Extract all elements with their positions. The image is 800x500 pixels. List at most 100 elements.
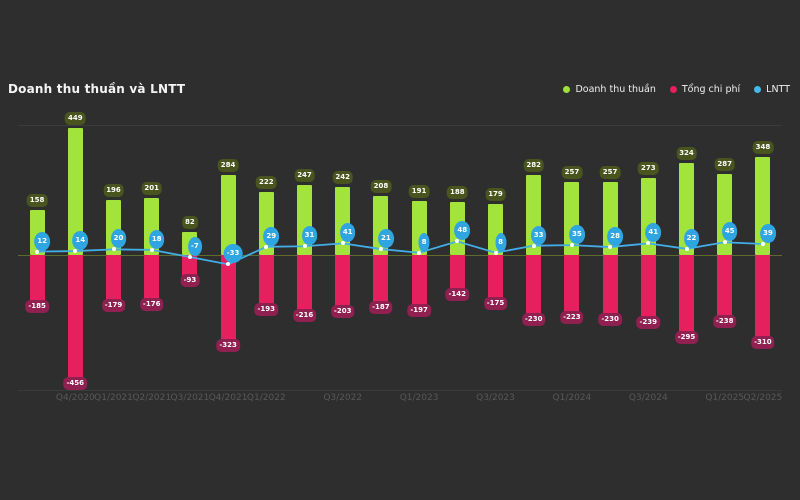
lntt-value-label: 29 [263, 226, 280, 246]
revenue-value-label: 257 [599, 166, 621, 180]
legend-item-1[interactable]: Doanh thu thuần [563, 84, 656, 95]
cost-value-label: -179 [101, 298, 126, 312]
legend-item-2[interactable]: Tổng chi phí [669, 84, 741, 95]
cost-value-label: -323 [216, 339, 240, 353]
cost-value-label: -230 [598, 313, 622, 327]
lntt-point[interactable] [684, 246, 689, 251]
cost-bar[interactable] [602, 255, 618, 321]
cost-bar[interactable] [335, 255, 351, 313]
lntt-point[interactable] [187, 254, 192, 259]
legend-item-3[interactable]: LNTT [754, 84, 790, 95]
cost-bar[interactable] [29, 255, 45, 308]
cost-bar[interactable] [67, 255, 83, 384]
x-tick-label: Q1/2021 [94, 393, 133, 403]
cost-value-label: -185 [25, 300, 49, 314]
lntt-value-label: 45 [721, 222, 738, 242]
revenue-value-label: 242 [332, 170, 353, 184]
lntt-value-label: 33 [530, 225, 547, 245]
cost-bar[interactable] [755, 255, 771, 343]
lntt-point[interactable] [149, 247, 154, 252]
lntt-point[interactable] [417, 250, 422, 255]
revenue-value-label: 201 [141, 182, 162, 196]
x-tick-label: Q2/2025 [743, 393, 783, 403]
cost-value-label: -187 [369, 300, 393, 314]
cost-bar[interactable] [640, 255, 656, 323]
cost-value-label: -193 [254, 302, 279, 316]
cost-bar[interactable] [297, 255, 312, 317]
x-tick-label: Q4/2020 [55, 393, 95, 403]
cost-value-label: -93 [180, 274, 200, 288]
cost-value-label: -295 [674, 331, 699, 345]
x-tick-label: Q1/2024 [552, 393, 592, 403]
revenue-value-label: 188 [446, 185, 468, 199]
lntt-point[interactable] [569, 243, 574, 248]
cost-value-label: -197 [407, 303, 431, 317]
cost-bar[interactable] [679, 255, 694, 339]
revenue-value-label: 222 [255, 176, 277, 190]
revenue-bar[interactable] [67, 128, 83, 255]
lntt-point[interactable] [531, 243, 536, 248]
cost-bar[interactable] [258, 255, 274, 310]
cost-bar[interactable] [106, 255, 121, 306]
lntt-value-label: -33 [223, 244, 243, 264]
x-tick-label: Q3/2021 [170, 393, 210, 403]
cost-value-label: -175 [483, 297, 508, 311]
lntt-point[interactable] [493, 250, 498, 255]
legend-label: LNTT [766, 84, 790, 95]
lntt-value-label: 21 [378, 229, 394, 249]
lntt-point[interactable] [111, 247, 116, 252]
revenue-value-label: 449 [64, 112, 86, 125]
lntt-value-label: 8 [418, 232, 430, 252]
lntt-value-label: 41 [339, 223, 356, 243]
cost-value-label: -239 [636, 315, 661, 329]
cost-value-label: -203 [330, 305, 355, 319]
x-tick-label: Q1/2023 [399, 393, 439, 403]
x-tick-label: Q1/2025 [705, 393, 745, 403]
revenue-value-label: 208 [370, 180, 392, 194]
legend-label: Doanh thu thuần [575, 84, 656, 95]
cost-bar[interactable] [488, 255, 503, 305]
lntt-value-label: 35 [569, 225, 585, 245]
revenue-value-label: 179 [485, 188, 506, 202]
cost-bar[interactable] [144, 255, 160, 305]
revenue-bar[interactable] [220, 174, 236, 255]
cost-value-label: -223 [560, 311, 584, 325]
lntt-value-label: 20 [110, 229, 127, 249]
cost-bar[interactable] [220, 255, 236, 347]
chart-title: Doanh thu thuần và LNTT [8, 82, 186, 96]
cost-value-label: -176 [139, 297, 164, 311]
cost-value-label: -456 [63, 376, 88, 390]
revenue-value-label: 82 [182, 215, 198, 229]
x-tick-label: Q1/2022 [246, 393, 286, 403]
revenue-value-label: 348 [752, 140, 774, 154]
revenue-value-label: 273 [637, 161, 659, 175]
legend-dot-icon [669, 86, 677, 93]
top-gridline [18, 125, 782, 126]
revenue-value-label: 282 [523, 159, 544, 173]
cost-bar[interactable] [717, 255, 733, 323]
cost-value-label: -238 [712, 315, 737, 329]
lntt-value-label: 39 [760, 223, 776, 243]
legend-dot-icon [754, 86, 762, 93]
x-tick-label: Q3/2024 [628, 393, 668, 403]
x-tick-label: Q3/2022 [323, 393, 363, 403]
revenue-value-label: 287 [714, 157, 735, 171]
lntt-point[interactable] [722, 240, 727, 245]
lntt-point[interactable] [378, 247, 383, 252]
zero-axis-line [18, 255, 782, 256]
revenue-value-label: 257 [561, 166, 583, 180]
lntt-value-label: -7 [188, 236, 202, 256]
cost-bar[interactable] [411, 255, 427, 311]
x-tick-label: Q2/2021 [132, 393, 172, 403]
cost-bar[interactable] [564, 255, 580, 319]
cost-bar[interactable] [526, 255, 542, 321]
cost-bar[interactable] [373, 255, 389, 308]
x-tick-label: Q4/2021 [208, 393, 248, 403]
lntt-point[interactable] [760, 241, 765, 246]
legend-label: Tổng chi phí [681, 84, 741, 95]
lntt-point[interactable] [35, 249, 40, 254]
lntt-point[interactable] [302, 244, 307, 249]
revenue-value-label: 196 [103, 183, 124, 197]
cost-value-label: -142 [445, 288, 470, 302]
lntt-value-label: 12 [34, 231, 50, 251]
